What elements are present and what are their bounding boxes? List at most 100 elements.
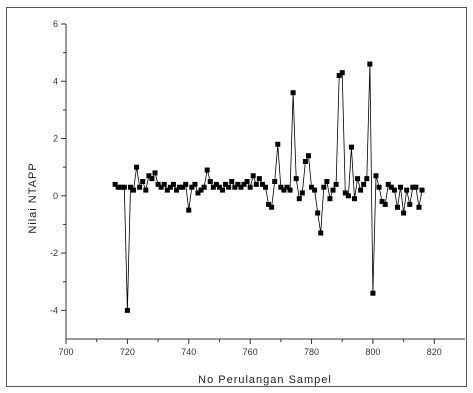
data-point <box>134 164 140 170</box>
data-point <box>336 73 342 79</box>
data-point <box>124 307 130 313</box>
data-point <box>302 158 308 164</box>
data-point <box>324 179 330 184</box>
data-point <box>183 181 189 187</box>
data-point <box>173 187 179 193</box>
data-point <box>263 184 268 190</box>
data-point <box>345 193 351 199</box>
data-point <box>155 181 161 187</box>
data-point <box>352 196 358 202</box>
plot-area <box>112 61 425 313</box>
x-tick-label: 820 <box>427 347 442 357</box>
data-point <box>253 181 259 187</box>
data-point <box>318 230 324 236</box>
data-point <box>170 181 176 187</box>
data-point <box>284 184 290 190</box>
data-point <box>278 184 284 190</box>
data-point <box>388 184 394 190</box>
data-point <box>229 179 235 184</box>
data-point <box>355 176 361 182</box>
data-point <box>210 184 216 190</box>
data-point <box>213 181 219 187</box>
data-point <box>272 179 278 184</box>
data-point <box>143 187 149 193</box>
data-point <box>293 176 299 182</box>
data-point <box>152 170 158 176</box>
data-point <box>416 204 422 210</box>
data-point <box>407 201 413 207</box>
data-point <box>216 184 222 190</box>
data-point <box>391 187 397 193</box>
data-point <box>333 181 339 187</box>
data-point <box>290 90 296 96</box>
data-point <box>385 181 391 187</box>
data-point <box>269 204 275 210</box>
data-point <box>149 176 155 182</box>
data-point <box>137 184 143 190</box>
frame-border <box>6 7 467 387</box>
data-point <box>247 184 253 190</box>
data-point <box>315 210 321 216</box>
data-point <box>192 181 198 187</box>
data-point <box>118 184 124 190</box>
data-point <box>198 187 204 193</box>
data-point <box>223 181 229 187</box>
data-point <box>189 184 195 190</box>
data-point <box>259 181 265 187</box>
y-tick-label: 2 <box>53 134 58 144</box>
data-point <box>241 181 247 187</box>
x-tick-label: 700 <box>58 347 73 357</box>
x-tick-label: 720 <box>120 347 135 357</box>
y-axis-title: Nilai NTAPP <box>27 162 39 233</box>
data-point <box>305 153 311 159</box>
x-tick-label: 800 <box>365 347 380 357</box>
data-point <box>382 201 388 207</box>
data-point <box>226 184 232 190</box>
data-point <box>244 179 250 184</box>
data-point <box>364 176 370 182</box>
data-point <box>287 187 293 193</box>
data-point <box>312 187 318 193</box>
data-point <box>112 181 118 187</box>
y-tick-label: 0 <box>53 191 58 201</box>
data-point <box>370 290 376 296</box>
data-point <box>296 196 302 202</box>
data-point <box>140 179 146 184</box>
data-point <box>327 196 333 202</box>
data-point <box>299 190 305 196</box>
data-point <box>186 207 192 213</box>
data-point <box>266 201 272 207</box>
x-tick-label: 780 <box>304 347 319 357</box>
data-point <box>204 167 210 173</box>
data-point <box>121 184 127 190</box>
data-point <box>275 141 281 147</box>
data-point <box>127 184 133 190</box>
data-point <box>398 184 404 190</box>
data-point <box>376 184 382 190</box>
data-point <box>321 184 327 190</box>
y-tick-label: -2 <box>50 248 58 258</box>
data-point <box>413 184 419 190</box>
data-point <box>361 181 367 187</box>
data-point <box>339 70 345 76</box>
data-point <box>115 184 121 190</box>
y-tick-label: 4 <box>53 76 58 86</box>
data-point <box>373 173 379 179</box>
x-tick-label: 740 <box>181 347 196 357</box>
data-point <box>348 144 354 150</box>
data-point <box>180 184 186 190</box>
data-point <box>379 199 385 205</box>
data-point <box>330 187 336 193</box>
data-point <box>220 187 226 193</box>
data-point <box>367 61 373 67</box>
data-point <box>207 179 213 184</box>
data-point <box>146 173 152 179</box>
data-point <box>256 176 262 182</box>
data-point <box>131 187 137 193</box>
data-point <box>232 184 238 190</box>
data-point <box>164 187 170 193</box>
data-point <box>410 184 416 190</box>
data-point <box>342 190 348 196</box>
